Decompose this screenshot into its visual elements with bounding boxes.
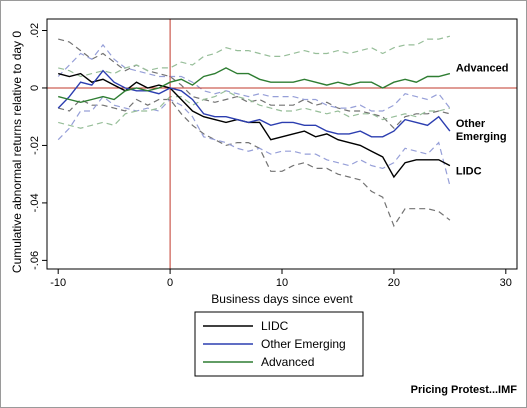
- legend-label-lidc: LIDC: [261, 319, 289, 333]
- lidc-series-line: [58, 72, 451, 179]
- advanced-end-label: Advanced: [456, 63, 509, 75]
- x-tick-label: -10: [50, 277, 66, 289]
- advanced-band-upper-line: [58, 35, 451, 78]
- credit-text: Pricing Protest...IMF: [411, 384, 518, 396]
- other-emerging-band-lower-line: [57, 95, 451, 186]
- other-emerging-end-label-line: Emerging: [456, 131, 507, 143]
- x-axis-title: Business days since event: [211, 292, 353, 306]
- y-tick-label: -.02: [29, 136, 41, 155]
- x-tick-label: 10: [276, 277, 288, 289]
- legend: LIDC Other Emerging Advanced: [194, 311, 364, 377]
- legend-label-advanced: Advanced: [261, 355, 314, 369]
- x-tick-label: 20: [388, 277, 400, 289]
- other-emerging-series-line: [57, 69, 451, 138]
- other-emerging-band-upper-line: [57, 43, 451, 112]
- other-emerging-end-label: Other Emerging: [456, 118, 507, 143]
- legend-label-other-emerging: Other Emerging: [261, 337, 346, 351]
- axes: -10 0 10 20 30 .02 0 -.02 -.04 -.06: [29, 18, 518, 289]
- confidence-bands: [57, 35, 451, 228]
- x-tick-label: 0: [167, 277, 173, 289]
- y-tick-label: .02: [29, 23, 41, 38]
- y-tick-label: 0: [29, 85, 41, 91]
- series-end-labels: LIDC Other Emerging Advanced: [454, 61, 510, 179]
- y-axis-title: Cumulative abnormal returns relative to …: [10, 31, 24, 273]
- advanced-band-lower-line: [58, 90, 451, 129]
- advanced-series-line: [58, 67, 451, 104]
- lidc-band-lower-line: [58, 98, 451, 228]
- reference-lines: [47, 19, 517, 269]
- series-lines: [57, 67, 451, 179]
- lidc-end-label: LIDC: [456, 166, 482, 178]
- plot-area-border: [46, 18, 518, 270]
- advanced-end-label-line: Advanced: [456, 63, 509, 75]
- other-emerging-end-label-line: Other: [456, 118, 486, 130]
- lidc-end-label-line: LIDC: [456, 166, 482, 178]
- y-tick-label: -.04: [29, 193, 41, 212]
- y-tick-label: -.06: [29, 251, 41, 270]
- x-tick-label: 30: [500, 277, 512, 289]
